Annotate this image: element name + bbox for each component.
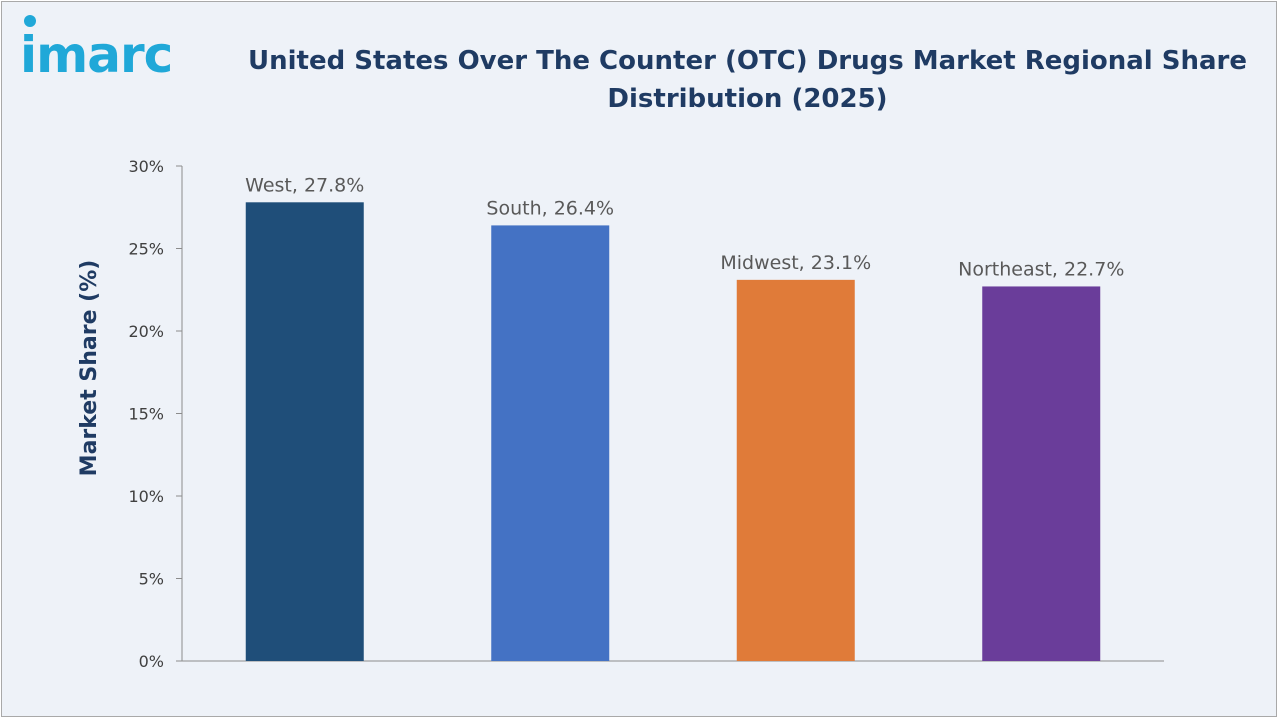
y-tick-label: 30%: [128, 157, 164, 176]
y-tick-label: 5%: [139, 570, 164, 589]
imarc-logo: imarc: [20, 15, 173, 80]
bar-midwest: [736, 279, 855, 661]
chart-title: United States Over The Counter (OTC) Dru…: [235, 42, 1260, 118]
y-tick-label: 0%: [139, 652, 164, 671]
logo-text: imarc: [20, 26, 172, 80]
y-tick-label: 10%: [128, 487, 164, 506]
data-labels: West, 27.8% South, 26.4% Midwest, 23.1% Nor…: [245, 174, 1124, 280]
bar-west: [245, 202, 364, 662]
y-tick-label: 15%: [128, 405, 164, 424]
bar-south: [491, 225, 610, 661]
chart-title-line-2: Distribution (2025): [607, 84, 888, 114]
data-label-west: West, 27.8%: [245, 174, 364, 196]
y-tick-label: 25%: [128, 240, 164, 259]
data-label-midwest: Midwest, 23.1%: [720, 252, 871, 274]
bars: [245, 202, 1101, 662]
bar-northeast: [982, 286, 1101, 661]
logo-dot: [24, 15, 36, 27]
y-tick-label: 20%: [128, 322, 164, 341]
y-axis-title: Market Share (%): [77, 260, 102, 477]
chart-title-line-1: United States Over The Counter (OTC) Dru…: [248, 46, 1247, 76]
data-label-northeast: Northeast, 22.7%: [958, 258, 1124, 280]
data-label-south: South, 26.4%: [486, 197, 614, 219]
